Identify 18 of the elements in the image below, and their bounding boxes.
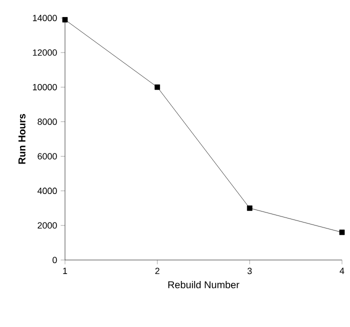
y-tick-label: 12000 [32,49,57,56]
x-axis-title: Rebuild Number [168,280,240,288]
point [62,17,68,22]
y-tick-label: 8000 [38,118,57,125]
x-tick-label: 3 [248,268,252,274]
y-tick-label: 10000 [32,84,57,90]
x-tick-label: 4 [340,268,344,274]
y-tick-label: 4000 [37,188,57,194]
y-tick-label: 2000 [38,222,57,229]
x-tick-label: 1 [63,268,68,274]
y-tick-label: 14000 [32,14,57,22]
point [154,84,160,90]
x-tick-label: 2 [155,268,160,274]
point [339,230,345,236]
y-tick-label: 0 [52,256,57,264]
y-tick-label: 6000 [38,153,57,160]
point [246,205,252,211]
y-axis-title: Run Hours [18,114,26,164]
